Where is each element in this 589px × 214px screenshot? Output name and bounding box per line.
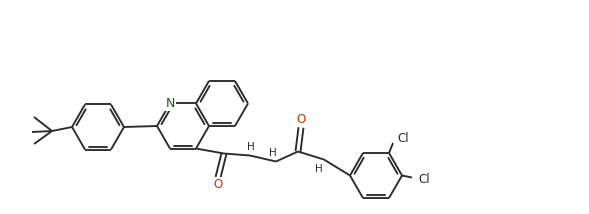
Text: H: H — [269, 147, 277, 158]
Text: O: O — [213, 178, 223, 191]
Text: Cl: Cl — [397, 132, 409, 146]
Text: Cl: Cl — [418, 173, 430, 186]
Text: H: H — [315, 163, 323, 174]
Text: O: O — [296, 113, 306, 126]
Text: N: N — [166, 97, 175, 110]
Text: H: H — [247, 141, 255, 152]
